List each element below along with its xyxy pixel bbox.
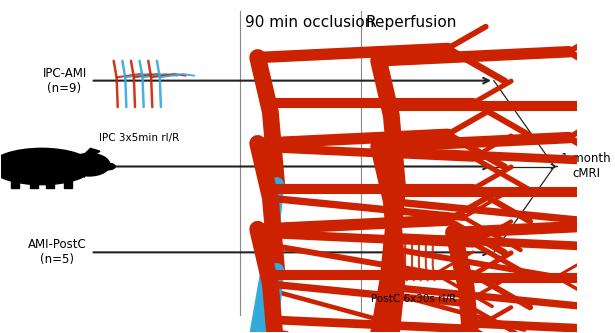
- Ellipse shape: [69, 154, 110, 176]
- Bar: [64, 177, 72, 187]
- Ellipse shape: [0, 148, 92, 185]
- Bar: [46, 177, 54, 187]
- Text: IPC-AMI
(n=9): IPC-AMI (n=9): [42, 67, 87, 95]
- Polygon shape: [84, 148, 100, 156]
- Text: Reperfusion: Reperfusion: [366, 15, 458, 30]
- Text: AMI-PostC
(n=5): AMI-PostC (n=5): [28, 238, 87, 266]
- Text: PostC 6x30s rI/R: PostC 6x30s rI/R: [371, 294, 456, 304]
- Bar: [30, 177, 38, 187]
- Text: AMI
(n=7): AMI (n=7): [52, 153, 87, 180]
- Text: 90 min occlusion: 90 min occlusion: [245, 15, 375, 30]
- Text: IPC 3x5min rI/R: IPC 3x5min rI/R: [100, 134, 180, 144]
- Ellipse shape: [101, 163, 115, 170]
- Bar: [10, 177, 19, 187]
- Text: 1 month
cMRI: 1 month cMRI: [561, 153, 611, 180]
